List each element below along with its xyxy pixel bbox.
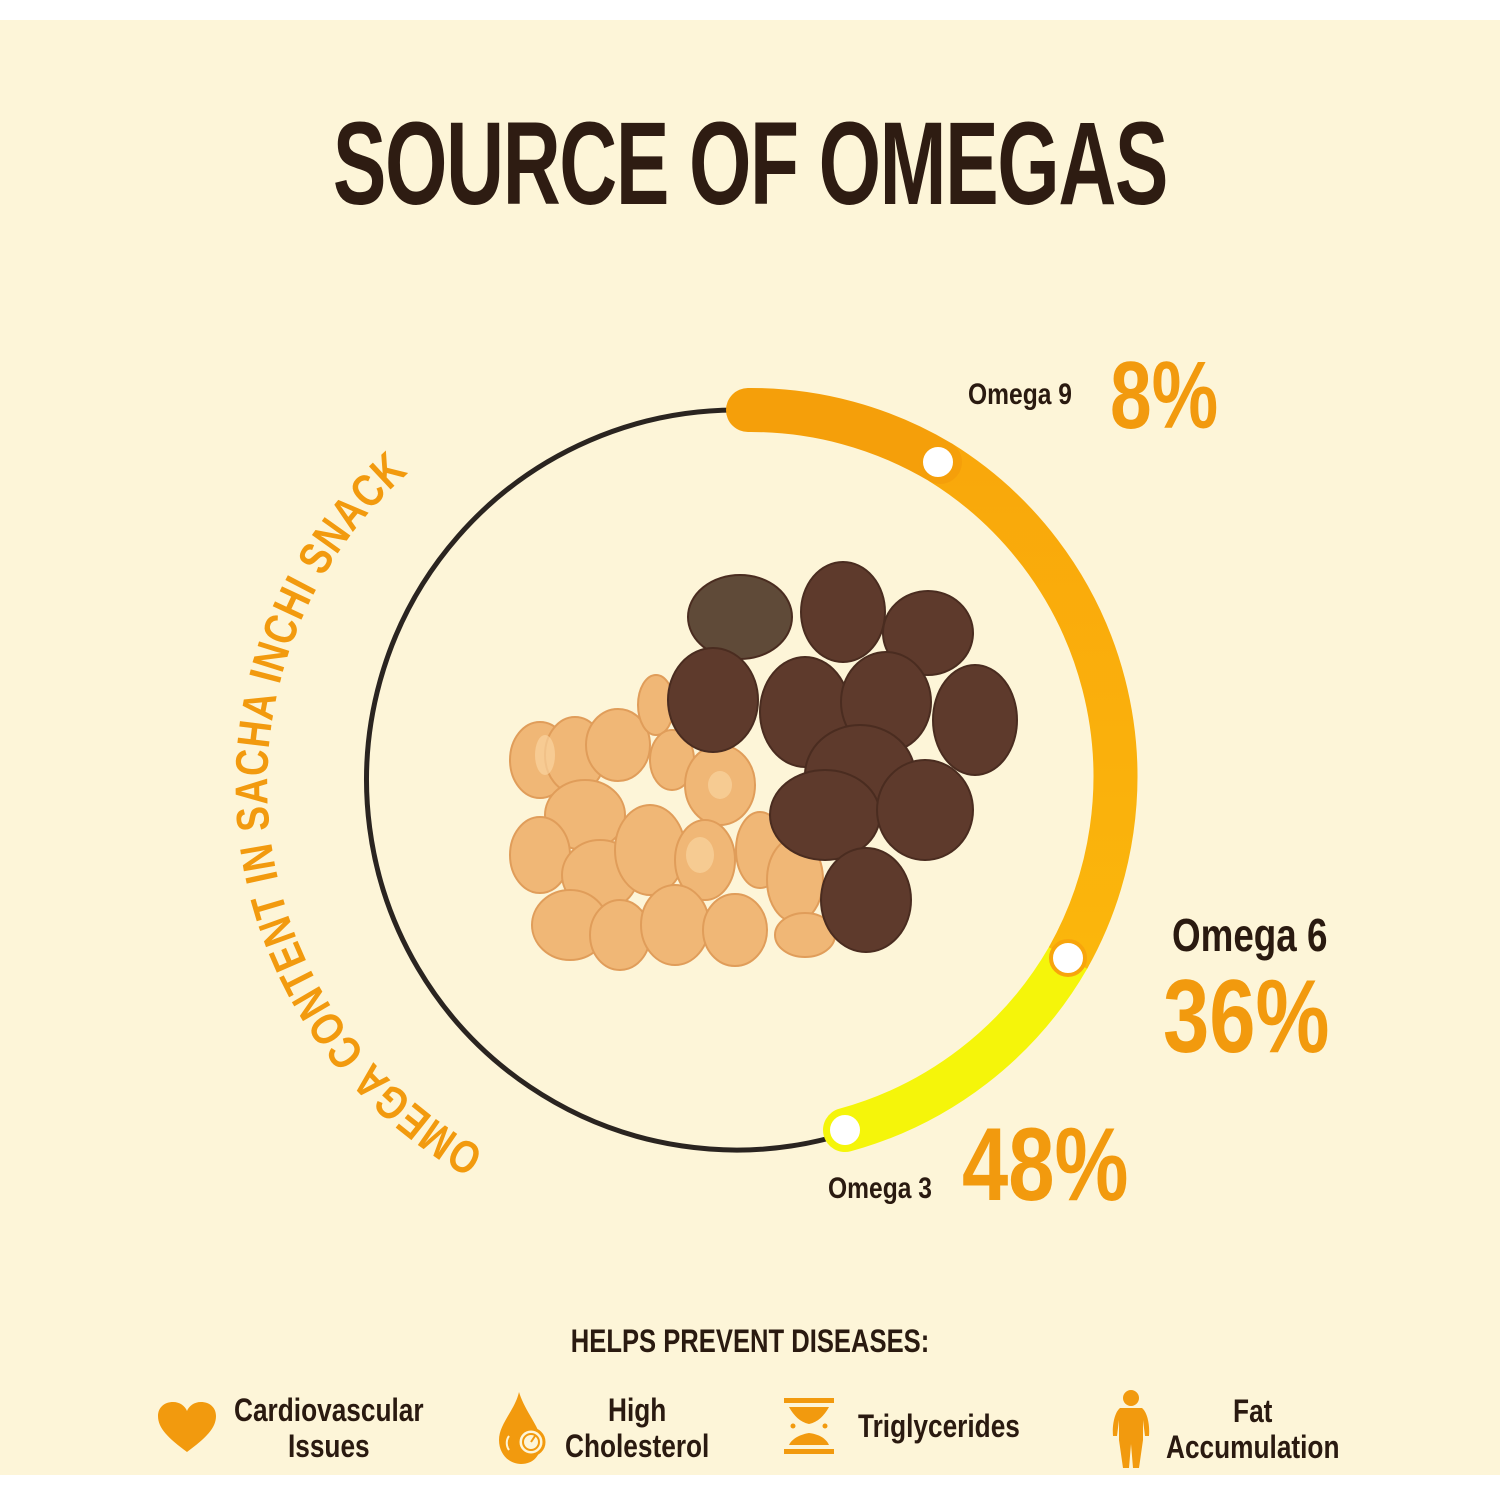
disease-item-triglycerides: Triglycerides [784, 1398, 1055, 1454]
disease-item-cholesterol: High Cholesterol [497, 1392, 741, 1464]
arc-omega9 [726, 387, 962, 484]
disease-line1: Triglycerides [858, 1408, 1020, 1444]
disease-line1: Fat [1233, 1393, 1273, 1429]
disease-line2: Cholesterol [565, 1428, 710, 1464]
sacha-inchi-nuts-image [509, 561, 1018, 971]
curved-label: OMEGA CONTENT IN SACHA INCHI SNACK [225, 442, 490, 1187]
person-icon [1112, 1390, 1150, 1468]
omega3-label: Omega 3 [828, 1172, 932, 1205]
disease-line1: High [608, 1392, 667, 1428]
disease-item-fat-accumulation: Fat Accumulation [1112, 1390, 1378, 1468]
marker-omega9 [919, 443, 957, 481]
omega9-label: Omega 9 [968, 378, 1072, 411]
diseases-heading: HELPS PREVENT DISEASES: [570, 1323, 930, 1359]
hourglass-icon [784, 1398, 834, 1454]
blood-drop-gauge-icon [499, 1392, 546, 1464]
heart-icon [158, 1402, 216, 1452]
disease-line2: Accumulation [1166, 1429, 1340, 1465]
infographic-panel [0, 20, 1500, 1475]
omega6-value: 36% [1163, 959, 1330, 1075]
omega6-label: Omega 6 [1172, 909, 1328, 961]
marker-omega3 [826, 1111, 864, 1149]
disease-line1: Cardiovascular [234, 1392, 424, 1428]
arc-omega6 [928, 443, 1138, 969]
omega9-value: 8% [1110, 342, 1219, 449]
disease-line2: Issues [287, 1428, 370, 1464]
page-title: SOURCE OF OMEGAS [332, 98, 1169, 230]
arc-omega3 [823, 936, 1090, 1152]
disease-item-cardiovascular: Cardiovascular Issues [158, 1392, 465, 1464]
ring-outline [364, 407, 831, 1153]
marker-omega6 [1049, 939, 1087, 977]
omega3-value: 48% [962, 1107, 1129, 1223]
